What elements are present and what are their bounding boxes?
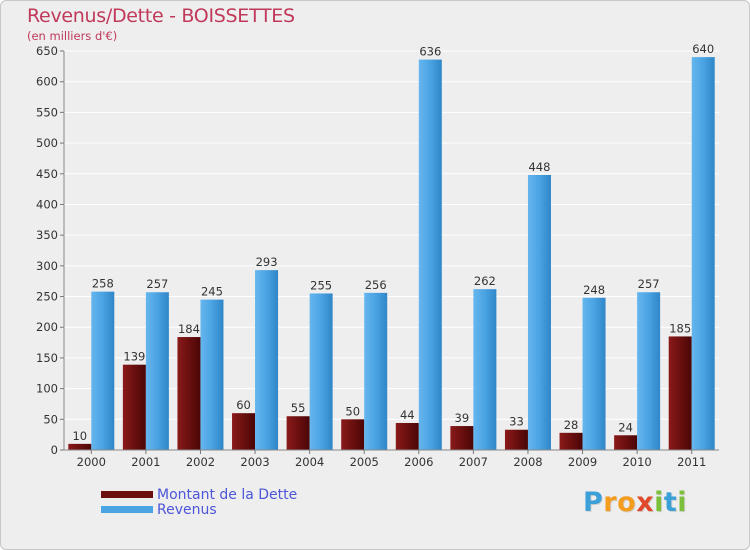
- proxiti-logo: Proxiti: [583, 487, 687, 518]
- chart-legend: Montant de la Dette Revenus: [101, 486, 298, 518]
- data-label-dette: 28: [564, 418, 579, 432]
- bar-dette: [614, 435, 638, 450]
- data-label-dette: 50: [345, 404, 360, 418]
- data-label-dette: 185: [669, 321, 691, 335]
- bar-revenus: [309, 293, 333, 450]
- bar-revenus: [145, 292, 169, 450]
- bar-dette: [232, 413, 256, 450]
- legend-swatch-revenus: [101, 506, 153, 513]
- bar-dette: [395, 422, 419, 450]
- data-label-dette: 39: [455, 411, 470, 425]
- legend-item-revenus: Revenus: [101, 501, 297, 518]
- y-tick-label: 0: [51, 443, 58, 457]
- x-tick-label: 2004: [295, 455, 324, 469]
- data-label-dette: 139: [123, 350, 145, 364]
- data-label-revenus: 640: [692, 42, 714, 56]
- data-label-dette: 60: [236, 398, 251, 412]
- logo-letter: x: [636, 487, 655, 518]
- bar-revenus: [91, 291, 115, 450]
- y-tick-label: 150: [36, 351, 58, 365]
- x-tick-label: 2009: [568, 455, 597, 469]
- logo-letter: P: [583, 487, 604, 518]
- bar-revenus: [364, 292, 388, 450]
- bar-dette: [177, 337, 201, 450]
- bar-dette: [450, 426, 474, 450]
- data-label-revenus: 293: [256, 255, 278, 269]
- bar-revenus: [200, 299, 224, 450]
- data-label-dette: 10: [72, 429, 87, 443]
- x-tick-label: 2008: [513, 455, 542, 469]
- bar-revenus: [582, 297, 606, 450]
- y-tick-label: 300: [36, 259, 58, 273]
- bar-dette: [122, 364, 146, 450]
- data-label-revenus: 255: [310, 278, 332, 292]
- data-label-revenus: 245: [201, 285, 223, 299]
- logo-letter: t: [663, 487, 678, 518]
- chart-subtitle: (en milliers d'€): [27, 29, 118, 43]
- data-label-dette: 184: [178, 322, 200, 336]
- bar-dette: [341, 419, 365, 450]
- bar-revenus: [473, 289, 497, 450]
- data-label-revenus: 257: [146, 277, 168, 291]
- data-label-revenus: 257: [638, 277, 660, 291]
- bar-revenus: [418, 59, 442, 451]
- y-tick-label: 100: [36, 382, 58, 396]
- x-tick-label: 2006: [404, 455, 433, 469]
- data-label-revenus: 262: [474, 274, 496, 288]
- data-label-revenus: 258: [92, 277, 114, 291]
- y-tick-label: 500: [36, 136, 58, 150]
- bar-dette: [68, 443, 92, 450]
- bar-revenus: [691, 57, 715, 451]
- logo-letter: o: [617, 487, 637, 518]
- x-tick-label: 2002: [186, 455, 215, 469]
- y-tick-label: 650: [36, 44, 58, 58]
- legend-item-dette: Montant de la Dette: [101, 486, 298, 503]
- bar-dette: [286, 416, 310, 450]
- y-tick-label: 250: [36, 290, 58, 304]
- data-label-dette: 33: [509, 415, 524, 429]
- logo-letter: r: [603, 487, 618, 518]
- x-tick-label: 2005: [350, 455, 379, 469]
- plot-area: [64, 51, 719, 450]
- data-label-dette: 44: [400, 408, 415, 422]
- data-label-revenus: 636: [419, 45, 441, 59]
- data-label-revenus: 448: [528, 160, 550, 174]
- y-tick-label: 450: [36, 167, 58, 181]
- x-tick-label: 2007: [459, 455, 488, 469]
- data-label-revenus: 256: [365, 278, 387, 292]
- x-tick-label: 2003: [240, 455, 269, 469]
- bar-dette: [668, 336, 692, 450]
- chart-title: Revenus/Dette - BOISSETTES: [27, 5, 295, 27]
- x-tick-label: 2001: [131, 455, 160, 469]
- logo-letter: i: [654, 487, 664, 518]
- x-tick-label: 2011: [677, 455, 706, 469]
- y-tick-label: 550: [36, 105, 58, 119]
- legend-swatch-dette: [101, 491, 153, 498]
- x-tick-label: 2010: [622, 455, 651, 469]
- x-tick-label: 2000: [77, 455, 106, 469]
- y-tick-label: 200: [36, 320, 58, 334]
- bar-dette: [504, 429, 528, 450]
- bar-dette: [559, 432, 583, 450]
- y-tick-label: 50: [43, 412, 58, 426]
- bar-revenus: [637, 292, 661, 450]
- data-label-dette: 24: [618, 420, 633, 434]
- y-tick-label: 600: [36, 75, 58, 89]
- y-tick-label: 400: [36, 197, 58, 211]
- bar-revenus: [527, 174, 551, 450]
- legend-label-dette: Montant de la Dette: [157, 486, 298, 503]
- logo-letter: i: [677, 487, 688, 518]
- legend-label-revenus: Revenus: [157, 501, 217, 518]
- bar-revenus: [255, 270, 279, 450]
- data-label-revenus: 248: [583, 283, 605, 297]
- data-label-dette: 55: [291, 401, 306, 415]
- y-tick-label: 350: [36, 228, 58, 242]
